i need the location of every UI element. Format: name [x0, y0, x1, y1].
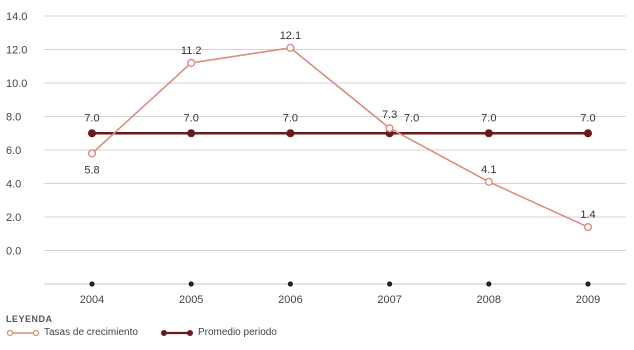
series-point-average: [286, 129, 295, 138]
data-label-average: 7.0: [404, 112, 419, 124]
series-point-growth: [385, 124, 394, 133]
series-point-growth: [583, 222, 593, 232]
y-tick-label: 12.0: [6, 45, 27, 57]
x-axis-tick-dot: [89, 281, 95, 287]
legend-label-average: Promedio periodo: [197, 327, 277, 338]
series-point-growth: [87, 149, 97, 158]
y-tick-label: 8.0: [6, 112, 21, 124]
x-tick-label: 2008: [477, 294, 501, 306]
y-tick-label: 6.0: [6, 145, 21, 157]
legend-label-growth: Tasas de crecimiento: [44, 327, 138, 338]
y-tick-label: 14.0: [6, 11, 27, 23]
x-axis-tick-dot: [287, 281, 293, 287]
y-tick-label: 10.0: [6, 78, 27, 90]
x-tick-label: 2007: [377, 294, 401, 306]
series-point-average: [484, 129, 493, 138]
data-label-growth: 1.4: [580, 209, 595, 221]
legend-item-growth: Tasas de crecimiento: [6, 327, 138, 338]
series-point-average: [187, 129, 196, 138]
chart-legend: LEYENDA Tasas de crecimiento Promedio pe…: [6, 314, 299, 338]
data-label-growth: 11.2: [181, 45, 202, 57]
legend-item-average: Promedio periodo: [160, 327, 277, 338]
data-label-growth: 12.1: [280, 30, 301, 42]
data-label-growth: 4.1: [481, 164, 496, 176]
data-label-growth: 7.3: [382, 109, 397, 121]
x-axis-tick-dot: [188, 281, 194, 287]
x-tick-label: 2004: [80, 294, 104, 306]
series-point-growth: [187, 58, 196, 68]
series-point-growth: [484, 177, 493, 186]
data-label-average: 7.0: [184, 112, 199, 124]
data-label-average: 7.0: [283, 112, 298, 124]
x-tick-label: 2009: [576, 294, 600, 306]
series-point-average: [88, 129, 96, 138]
x-tick-label: 2005: [179, 294, 203, 306]
x-tick-label: 2006: [278, 294, 302, 306]
data-label-average: 7.0: [84, 112, 99, 124]
data-label-average: 7.0: [481, 112, 496, 124]
data-label-growth: 5.8: [84, 164, 99, 176]
legend-title: LEYENDA: [6, 314, 53, 324]
legend-growth-swatch: [6, 329, 40, 336]
data-label-average: 7.0: [580, 112, 595, 124]
x-axis-tick-dot: [585, 281, 591, 287]
line-chart: 14.0 12.0 10.0 8.0 6.0 4.0 2.0 0.0 2004 2005 2006 2…: [6, 11, 626, 306]
series-line-growth: [91, 46, 589, 228]
series-point-growth: [286, 43, 295, 52]
series-point-average: [584, 129, 592, 138]
x-axis-tick-dot: [387, 281, 393, 287]
legend-average-swatch: [160, 329, 193, 336]
y-tick-label: 4.0: [6, 179, 21, 191]
y-tick-label: 2.0: [6, 212, 21, 224]
y-tick-label: 0.0: [6, 246, 21, 258]
x-axis-tick-dot: [486, 281, 492, 287]
